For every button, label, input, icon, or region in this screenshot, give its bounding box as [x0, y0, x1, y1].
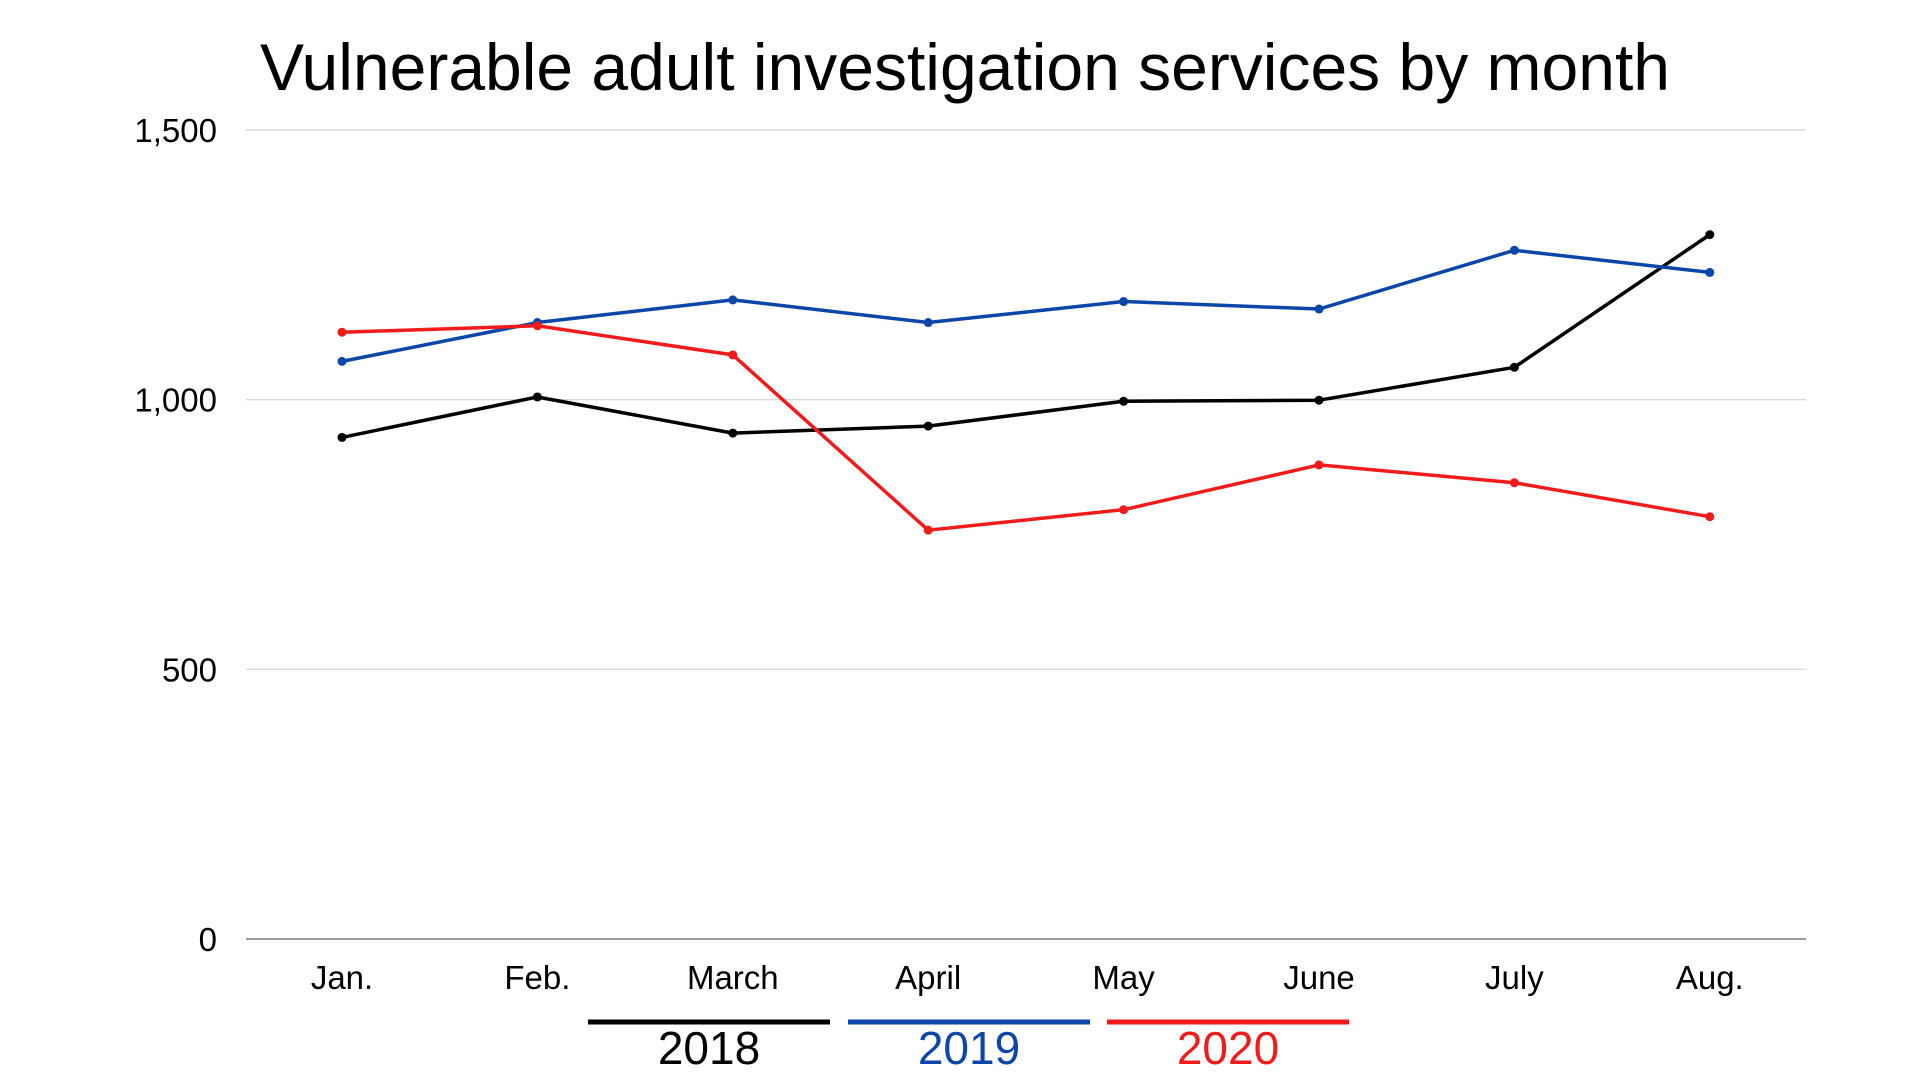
legend-label: 2020 — [1177, 1022, 1279, 1074]
y-tick-label: 1,500 — [134, 112, 217, 149]
x-tick-label: March — [687, 959, 779, 996]
data-point — [1509, 245, 1519, 255]
data-point — [728, 428, 738, 438]
series-2018 — [337, 230, 1715, 442]
data-point — [923, 525, 933, 535]
data-point — [1314, 395, 1324, 405]
legend-item-2019: 2019 — [848, 1019, 1090, 1074]
data-point — [1119, 297, 1129, 307]
legend: 2018 2019 2020 — [588, 1019, 1349, 1074]
data-point — [1314, 460, 1324, 470]
legend-label: 2019 — [918, 1022, 1020, 1074]
series-line-2018 — [340, 232, 1712, 440]
series-lines — [337, 230, 1715, 535]
x-tick-label: April — [895, 959, 961, 996]
data-point — [1705, 230, 1715, 240]
legend-label: 2018 — [658, 1022, 760, 1074]
x-tick-label: Aug. — [1676, 959, 1744, 996]
series-2020 — [337, 321, 1715, 535]
data-point — [337, 327, 347, 337]
data-point — [1119, 396, 1129, 406]
data-point — [923, 318, 933, 328]
x-tick-label: July — [1485, 959, 1544, 996]
series-line-2020 — [340, 324, 1712, 532]
data-point — [1705, 267, 1715, 277]
data-point — [728, 295, 738, 305]
data-point — [1119, 505, 1129, 515]
x-axis: Jan. Feb. March April May June July Aug. — [311, 959, 1744, 996]
x-tick-label: June — [1283, 959, 1355, 996]
x-tick-label: Jan. — [311, 959, 373, 996]
data-point — [337, 432, 347, 442]
y-tick-label: 1,000 — [134, 382, 217, 419]
data-point — [1705, 512, 1715, 522]
series-line-2019 — [340, 248, 1712, 364]
data-point — [532, 321, 542, 331]
data-point — [1314, 304, 1324, 314]
grid-lines — [246, 129, 1806, 940]
data-point — [728, 350, 738, 360]
x-tick-label: May — [1092, 959, 1155, 996]
y-axis: 0 500 1,000 1,500 — [134, 112, 217, 958]
y-tick-label: 500 — [162, 651, 217, 688]
data-point — [1509, 478, 1519, 488]
data-point — [532, 392, 542, 402]
y-tick-label: 0 — [199, 921, 217, 958]
data-point — [1509, 362, 1519, 372]
data-point — [923, 421, 933, 431]
chart-title: Vulnerable adult investigation services … — [260, 30, 1670, 104]
legend-item-2020: 2020 — [1107, 1019, 1349, 1074]
data-point — [337, 356, 347, 366]
x-tick-label: Feb. — [504, 959, 570, 996]
legend-item-2018: 2018 — [588, 1019, 830, 1074]
series-2019 — [337, 245, 1715, 366]
